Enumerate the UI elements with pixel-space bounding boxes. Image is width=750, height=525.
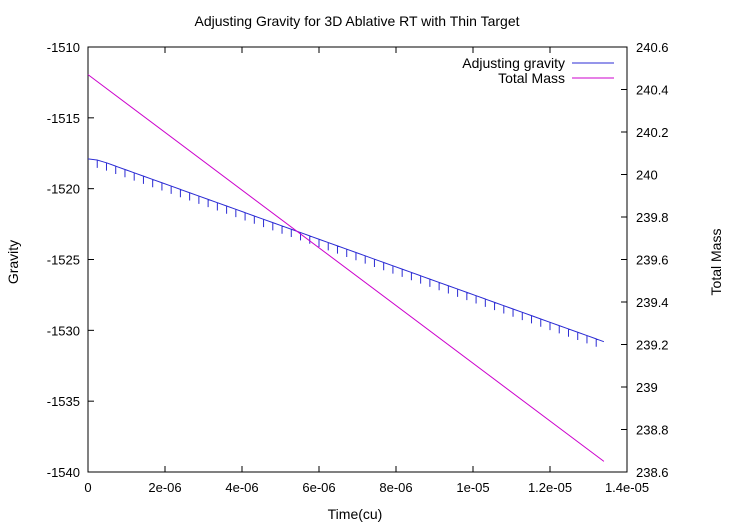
x-tick-label: 8e-06 bbox=[379, 480, 412, 495]
y-tick-label: -1515 bbox=[47, 111, 80, 126]
plot-border bbox=[87, 46, 628, 473]
y-axis-left: -1540 -1535 -1530 -1525 -1520 -1515 -1510 bbox=[47, 40, 94, 480]
y2-tick-label: 239.8 bbox=[636, 210, 669, 225]
x-tick-label: 0 bbox=[84, 480, 91, 495]
y-tick-label: -1540 bbox=[47, 465, 80, 480]
y-axis-title: Gravity bbox=[5, 240, 21, 284]
y2-axis-title: Total Mass bbox=[708, 229, 724, 296]
series-layer bbox=[87, 74, 605, 462]
plot-frame bbox=[87, 46, 628, 473]
y2-tick-label: 238.6 bbox=[636, 465, 669, 480]
y-tick-label: -1530 bbox=[47, 323, 80, 338]
y-axis-right: 238.6 238.8 239 239.2 239.4 239.6 239.8 240 240.… bbox=[621, 40, 669, 480]
y-tick-label: -1535 bbox=[47, 394, 80, 409]
series-line-total-mass bbox=[87, 74, 605, 462]
y2-tick-label: 239.4 bbox=[636, 295, 669, 310]
x-axis: 0 2e-06 4e-06 6e-06 8e-06 1e-05 1.2e-05 1.4e-05 bbox=[84, 47, 649, 495]
x-tick-label: 1.4e-05 bbox=[605, 480, 649, 495]
x-tick-label: 4e-06 bbox=[225, 480, 258, 495]
series-line-adjusting-gravity bbox=[87, 158, 605, 347]
x-axis-title: Time(cu) bbox=[328, 506, 383, 522]
y-tick-label: -1520 bbox=[47, 182, 80, 197]
y2-tick-label: 239.6 bbox=[636, 253, 669, 268]
y2-tick-label: 240 bbox=[636, 168, 658, 183]
chart-title: Adjusting Gravity for 3D Ablative RT wit… bbox=[194, 13, 519, 29]
y2-tick-label: 240.2 bbox=[636, 125, 669, 140]
y-tick-label: -1510 bbox=[47, 40, 80, 55]
legend-label: Total Mass bbox=[498, 70, 565, 86]
x-tick-label: 2e-06 bbox=[148, 480, 181, 495]
y2-tick-label: 238.8 bbox=[636, 423, 669, 438]
x-tick-label: 1.2e-05 bbox=[528, 480, 572, 495]
y2-tick-label: 240.4 bbox=[636, 83, 669, 98]
x-tick-label: 1e-05 bbox=[456, 480, 489, 495]
y2-tick-label: 239.2 bbox=[636, 338, 669, 353]
x-tick-label: 6e-06 bbox=[302, 480, 335, 495]
y-tick-label: -1525 bbox=[47, 253, 80, 268]
y2-tick-label: 239 bbox=[636, 380, 658, 395]
y2-tick-label: 240.6 bbox=[636, 40, 669, 55]
legend-label: Adjusting gravity bbox=[462, 55, 565, 71]
